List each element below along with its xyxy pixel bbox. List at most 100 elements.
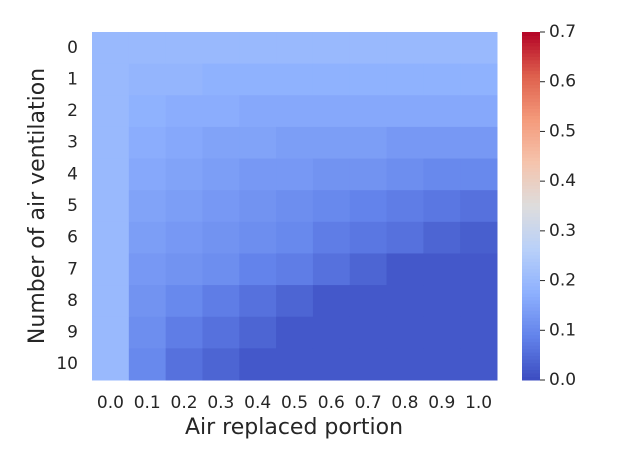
x-tick-label: 0.8 [391, 393, 418, 413]
heatmap-cell [312, 126, 351, 160]
heatmap-cell [276, 63, 314, 96]
heatmap-cell [202, 95, 240, 128]
heatmap-cell [202, 32, 240, 65]
colorbar-segment [522, 359, 540, 364]
heatmap-cell [128, 221, 167, 254]
heatmap-cell [349, 221, 388, 254]
heatmap-cell [202, 190, 240, 223]
colorbar-segment [522, 244, 540, 249]
colorbar-segment [522, 52, 540, 57]
colorbar-segment [522, 195, 540, 200]
heatmap-cell [239, 63, 277, 96]
colorbar-segment [522, 139, 540, 144]
heatmap-cell [165, 126, 203, 160]
colorbar-segment [522, 56, 540, 61]
heatmap-cell [239, 285, 277, 318]
heatmap-cell [165, 95, 203, 128]
colorbar-segment [522, 178, 540, 183]
colorbar-segment [522, 174, 540, 179]
heatmap-cell [276, 95, 314, 128]
heatmap-cell [239, 158, 277, 191]
colorbar-segment [522, 268, 540, 273]
colorbar-segment [522, 327, 540, 332]
x-tick-label: 0.0 [97, 393, 124, 413]
heatmap-cell [276, 348, 314, 381]
heatmap-cell [128, 126, 167, 160]
colorbar-segment [522, 247, 540, 252]
colorbar-segment [522, 272, 540, 277]
heatmap-cell [202, 348, 240, 381]
heatmap-cell [386, 126, 424, 160]
heatmap-cell [460, 348, 498, 381]
heatmap-cell [239, 190, 277, 223]
heatmap-cell [165, 253, 203, 286]
heatmap-cell [423, 253, 461, 286]
heatmap-cell [92, 63, 130, 96]
colorbar-segment [522, 66, 540, 71]
heatmap-cell [312, 190, 351, 223]
colorbar-tick-label: 0.6 [549, 72, 576, 92]
heatmap-cell [349, 126, 388, 160]
colorbar-segment [522, 84, 540, 89]
heatmap-cell [128, 190, 167, 223]
heatmap-cell [239, 95, 277, 128]
heatmap-cell [423, 348, 461, 381]
colorbar-segment [522, 306, 540, 311]
colorbar-segment [522, 181, 540, 186]
colorbar-segment [522, 185, 540, 190]
colorbar-segment [522, 338, 540, 343]
heatmap-cell [276, 316, 314, 349]
heatmap-cell [92, 95, 130, 128]
colorbar-segment [522, 77, 540, 82]
heatmap-cell [349, 190, 388, 223]
heatmap-cell [349, 348, 388, 381]
heatmap-cell [128, 316, 167, 349]
heatmap-cell [276, 221, 314, 254]
x-tick-label: 0.7 [355, 393, 382, 413]
colorbar-segment [522, 45, 540, 50]
colorbar-segment [522, 87, 540, 92]
heatmap-cell [423, 32, 461, 65]
y-tick-label: 10 [56, 354, 78, 374]
colorbar-segment [522, 32, 540, 36]
colorbar-segment [522, 157, 540, 162]
x-tick-label: 0.6 [318, 393, 345, 413]
colorbar-segment [522, 341, 540, 346]
colorbar-segment [522, 164, 540, 169]
colorbar-segment [522, 125, 540, 130]
colorbar-segment [522, 188, 540, 193]
heatmap-cell [165, 221, 203, 254]
heatmap-cell [460, 253, 498, 286]
colorbar-segment [522, 324, 540, 329]
y-tick-label: 8 [67, 291, 78, 311]
colorbar-segment [522, 199, 540, 204]
colorbar-segment [522, 80, 540, 85]
colorbar-segment [522, 373, 540, 378]
colorbar-segment [522, 345, 540, 350]
colorbar-segment [522, 101, 540, 106]
x-tick-label: 0.9 [428, 393, 455, 413]
heatmap-cell [276, 32, 314, 65]
colorbar-segment [522, 122, 540, 127]
colorbar-segment [522, 206, 540, 210]
heatmap-cell [92, 221, 130, 254]
x-tick-label: 0.2 [171, 393, 198, 413]
colorbar-segment [522, 254, 540, 259]
heatmap-cell [386, 95, 424, 128]
colorbar-segment [522, 279, 540, 284]
x-tick-label: 0.1 [134, 393, 161, 413]
heatmap-cell [349, 158, 388, 191]
heatmap-cell [349, 63, 388, 96]
heatmap-cell [202, 221, 240, 254]
heatmap-cell [460, 95, 498, 128]
heatmap-cell [92, 158, 130, 191]
colorbar-segment [522, 237, 540, 242]
colorbar-segment [522, 143, 540, 148]
x-tick-label: 0.4 [244, 393, 271, 413]
x-axis-label: Air replaced portion [185, 415, 403, 440]
colorbar-tick-label: 0.2 [549, 271, 576, 291]
heatmap-cell [312, 348, 351, 381]
colorbar-segment [522, 331, 540, 336]
colorbar-segment [522, 150, 540, 155]
heatmap-cell [460, 158, 498, 191]
